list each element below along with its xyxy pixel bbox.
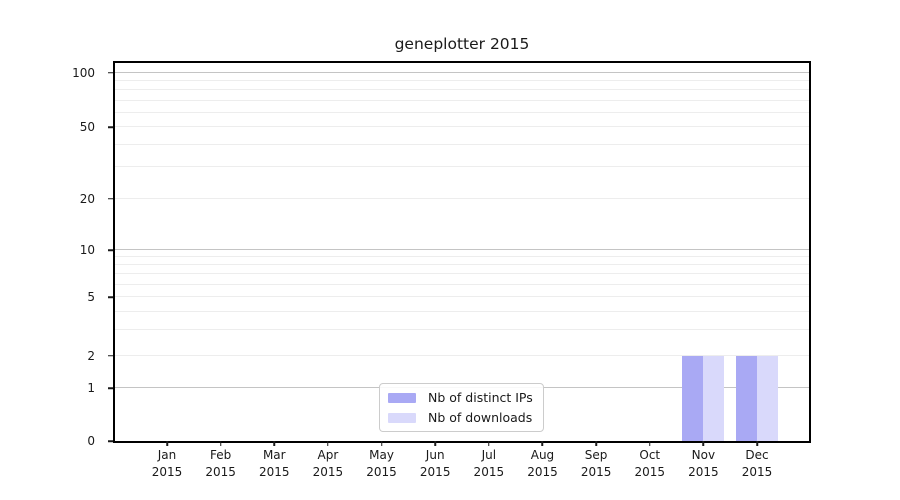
gridline-minor bbox=[115, 329, 809, 331]
x-tick-year: 2015 bbox=[205, 464, 236, 479]
x-tick-mark bbox=[273, 441, 276, 446]
x-tick-label-sep-2015: Sep 2015 bbox=[581, 447, 612, 480]
gridline-minor bbox=[115, 166, 809, 168]
y-tick-mark bbox=[108, 355, 113, 357]
x-tick-year: 2015 bbox=[688, 464, 719, 479]
x-tick-month: Jan bbox=[157, 448, 177, 462]
gridline-minor bbox=[115, 284, 809, 286]
x-tick-month: Jun bbox=[425, 448, 445, 462]
gridline-minor bbox=[115, 99, 809, 101]
x-tick-label-jun-2015: Jun 2015 bbox=[420, 447, 451, 480]
y-tick-mark bbox=[108, 72, 113, 74]
x-tick-month: Nov bbox=[691, 448, 716, 462]
x-tick-year: 2015 bbox=[151, 464, 183, 479]
y-tick-label: 100 bbox=[72, 65, 95, 80]
bar-nb-of-distinct-ips-dec-2015 bbox=[736, 355, 758, 441]
x-tick-month: Jul bbox=[481, 448, 497, 462]
x-tick-label-mar-2015: Mar 2015 bbox=[259, 447, 290, 480]
bar-nb-of-downloads-nov-2015 bbox=[703, 355, 725, 441]
gridline-minor bbox=[115, 256, 809, 258]
gridline-minor bbox=[115, 143, 809, 145]
y-tick-mark bbox=[108, 296, 113, 299]
gridline-minor bbox=[115, 80, 809, 82]
gridline-minor bbox=[115, 273, 809, 275]
chart-title: geneplotter 2015 bbox=[394, 35, 530, 53]
y-tick-mark bbox=[108, 249, 113, 251]
gridline-minor bbox=[115, 197, 809, 199]
x-tick-mark bbox=[541, 441, 544, 446]
bar-nb-of-downloads-dec-2015 bbox=[757, 355, 779, 441]
plot-area: Nb of distinct IPs Nb of downloads bbox=[108, 61, 811, 446]
gridline-major bbox=[115, 71, 809, 73]
y-tick-mark bbox=[108, 440, 113, 442]
legend-item-nb-of-downloads: Nb of downloads bbox=[388, 410, 533, 425]
legend-swatch bbox=[388, 412, 416, 423]
y-tick-mark bbox=[108, 387, 113, 390]
bar-nb-of-distinct-ips-nov-2015 bbox=[682, 355, 704, 441]
gridline-minor bbox=[115, 126, 809, 128]
x-tick-mark bbox=[327, 441, 329, 446]
x-tick-mark bbox=[595, 441, 597, 446]
legend-item-nb-of-distinct-ips: Nb of distinct IPs bbox=[388, 390, 533, 405]
y-tick-mark bbox=[108, 197, 113, 200]
x-tick-year: 2015 bbox=[366, 464, 397, 479]
x-tick-month: Feb bbox=[209, 448, 232, 462]
y-tick-label: 1 bbox=[87, 381, 95, 396]
y-tick-label: 5 bbox=[87, 290, 95, 305]
x-tick-year: 2015 bbox=[473, 464, 505, 479]
x-tick-mark bbox=[380, 441, 383, 446]
x-tick-month: May bbox=[369, 448, 394, 462]
x-tick-label-apr-2015: Apr 2015 bbox=[313, 447, 344, 480]
legend-label: Nb of distinct IPs bbox=[428, 390, 533, 405]
x-tick-month: Sep bbox=[584, 448, 608, 462]
x-tick-month: Oct bbox=[639, 448, 661, 462]
y-tick-label: 10 bbox=[79, 243, 95, 258]
x-tick-month: Dec bbox=[745, 448, 769, 462]
x-tick-year: 2015 bbox=[580, 464, 612, 479]
gridline-minor bbox=[115, 112, 809, 114]
x-tick-year: 2015 bbox=[527, 464, 558, 479]
x-tick-year: 2015 bbox=[312, 464, 344, 479]
y-tick-mark bbox=[108, 126, 113, 128]
x-tick-label-nov-2015: Nov 2015 bbox=[688, 447, 719, 480]
gridline-minor bbox=[115, 310, 809, 312]
x-tick-label-aug-2015: Aug 2015 bbox=[527, 447, 558, 480]
x-tick-mark bbox=[434, 441, 436, 446]
x-tick-year: 2015 bbox=[419, 464, 451, 479]
x-tick-month: Aug bbox=[530, 448, 555, 462]
x-axis: Jan 2015 Feb 2015 Mar 2015 Apr 2015 May 2015 Jun 20… bbox=[115, 447, 809, 487]
gridline-minor bbox=[115, 354, 809, 356]
y-tick-label: 50 bbox=[79, 120, 95, 135]
gridline-minor bbox=[115, 296, 809, 298]
x-tick-label-jan-2015: Jan 2015 bbox=[152, 447, 183, 480]
x-tick-mark bbox=[756, 441, 758, 446]
x-tick-year: 2015 bbox=[258, 464, 290, 479]
x-tick-month: Mar bbox=[262, 448, 286, 462]
x-tick-label-dec-2015: Dec 2015 bbox=[742, 447, 773, 480]
legend: Nb of distinct IPs Nb of downloads bbox=[379, 383, 544, 432]
gridline-minor bbox=[115, 264, 809, 266]
x-tick-mark bbox=[166, 441, 168, 446]
x-tick-label-may-2015: May 2015 bbox=[366, 447, 397, 480]
x-tick-mark bbox=[219, 441, 222, 446]
x-tick-label-feb-2015: Feb 2015 bbox=[205, 447, 236, 480]
y-tick-label: 0 bbox=[87, 434, 95, 448]
x-tick-month: Apr bbox=[317, 448, 339, 462]
x-tick-year: 2015 bbox=[634, 464, 666, 479]
legend-label: Nb of downloads bbox=[428, 410, 533, 425]
y-tick-label: 2 bbox=[87, 348, 95, 363]
x-tick-year: 2015 bbox=[741, 464, 773, 479]
gridline-major bbox=[115, 249, 809, 251]
x-tick-mark bbox=[649, 441, 651, 446]
x-tick-mark bbox=[488, 441, 490, 446]
x-tick-label-jul-2015: Jul 2015 bbox=[474, 447, 505, 480]
gridline-minor bbox=[115, 89, 809, 91]
x-tick-mark bbox=[702, 441, 705, 446]
y-axis: 0 1 2 5 10 20 50 100 bbox=[0, 63, 105, 448]
x-tick-label-oct-2015: Oct 2015 bbox=[634, 447, 665, 480]
y-tick-label: 20 bbox=[79, 191, 95, 206]
legend-swatch bbox=[388, 392, 416, 403]
